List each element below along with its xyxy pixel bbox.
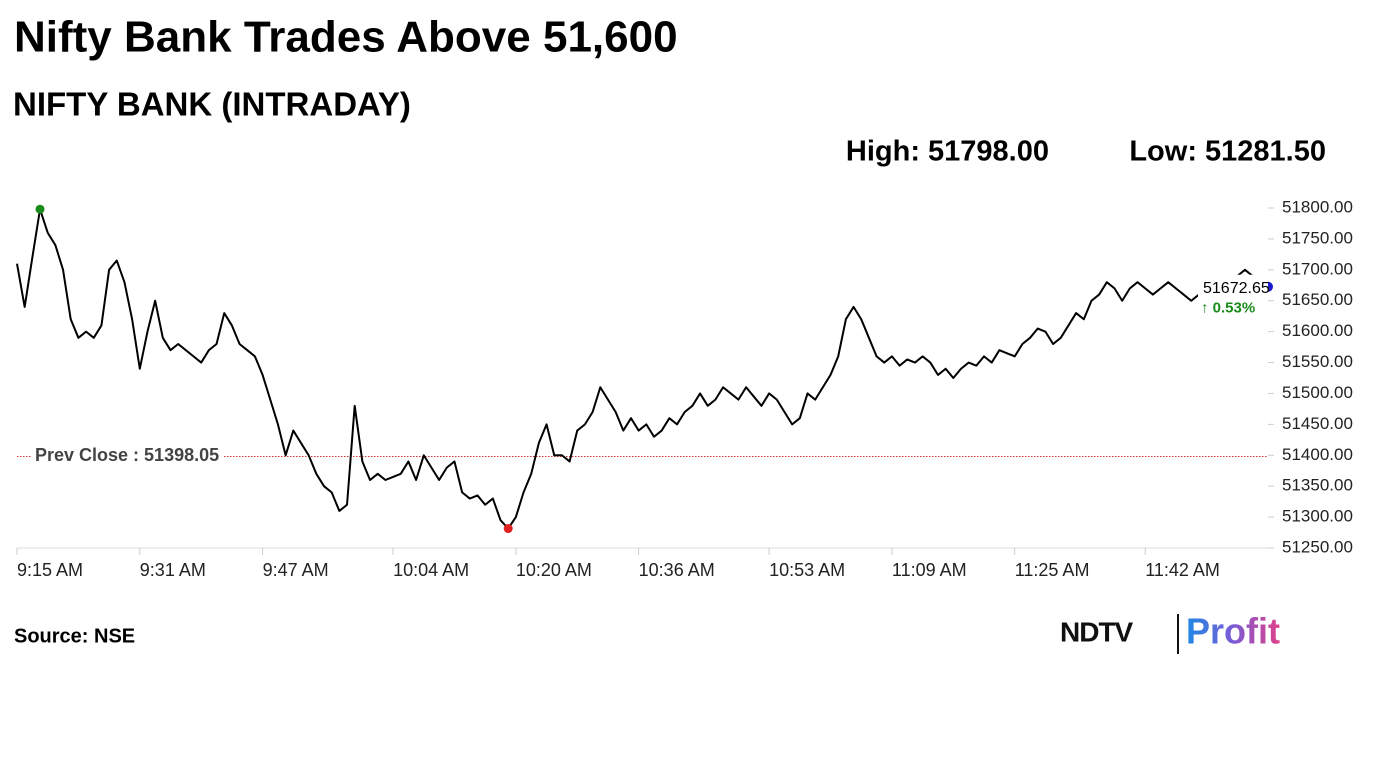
high-marker	[35, 204, 45, 214]
y-tick-label: 51650.00	[1282, 290, 1353, 309]
last-label-bg	[1198, 274, 1268, 321]
low-marker	[503, 524, 513, 534]
y-tick-label: 51750.00	[1282, 228, 1353, 247]
y-tick-label: 51600.00	[1282, 321, 1353, 340]
high-label: High: 51798.00	[846, 136, 1049, 168]
prev-close-label-bg	[31, 445, 224, 466]
y-tick-label: 51700.00	[1282, 259, 1353, 278]
y-tick-label: 51250.00	[1282, 537, 1353, 556]
last-price: 51672.65	[1203, 280, 1270, 297]
y-tick-label: 51350.00	[1282, 476, 1353, 495]
x-tick-label: 11:09 AM	[892, 560, 967, 580]
x-tick-label: 9:15 AM	[17, 560, 83, 580]
x-tick-label: 10:20 AM	[516, 560, 592, 580]
y-tick-label: 51500.00	[1282, 383, 1353, 402]
y-tick-label: 51300.00	[1282, 507, 1353, 526]
y-tick-label: 51400.00	[1282, 445, 1353, 464]
x-tick-label: 11:42 AM	[1145, 560, 1220, 580]
price-line	[16, 208, 1269, 530]
y-tick-label: 51450.00	[1282, 414, 1353, 433]
x-tick-label: 11:25 AM	[1015, 560, 1090, 580]
brand-logo: NDTV	[1060, 616, 1134, 647]
x-tick-label: 10:04 AM	[393, 560, 469, 580]
last-change: ↑ 0.53%	[1201, 300, 1255, 317]
source: Source: NSE	[14, 625, 135, 647]
x-tick-label: 9:47 AM	[263, 560, 329, 580]
prev-close-label: Prev Close : 51398.05	[35, 445, 219, 465]
x-tick-label: 9:31 AM	[140, 560, 206, 580]
brand-product: Profit	[1186, 611, 1280, 652]
x-tick-label: 10:36 AM	[639, 560, 715, 580]
chart-subtitle: NIFTY BANK (INTRADAY)	[13, 86, 411, 123]
low-label: Low: 51281.50	[1129, 136, 1326, 168]
y-tick-label: 51800.00	[1282, 197, 1353, 216]
chart-title: Nifty Bank Trades Above 51,600	[14, 13, 678, 62]
x-tick-label: 10:53 AM	[769, 560, 845, 580]
y-tick-label: 51550.00	[1282, 352, 1353, 371]
